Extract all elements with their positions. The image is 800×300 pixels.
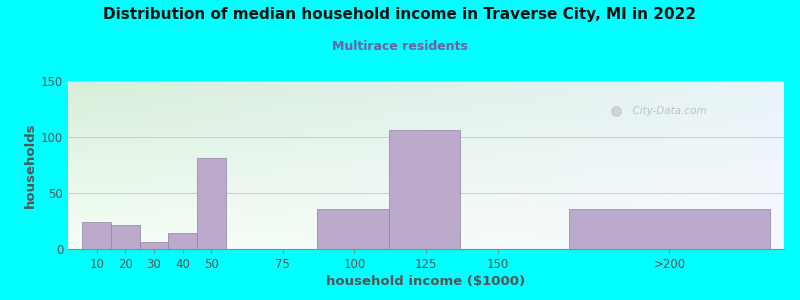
Bar	[168, 233, 197, 249]
Text: Multirace residents: Multirace residents	[332, 40, 468, 53]
Bar	[570, 209, 770, 249]
Y-axis label: households: households	[24, 122, 37, 208]
Bar	[317, 209, 389, 249]
X-axis label: household income ($1000): household income ($1000)	[326, 275, 526, 288]
Text: City-Data.com: City-Data.com	[626, 106, 707, 116]
Bar	[389, 130, 460, 249]
Bar	[197, 158, 226, 249]
Bar	[111, 226, 140, 249]
Text: Distribution of median household income in Traverse City, MI in 2022: Distribution of median household income …	[103, 8, 697, 22]
Bar	[82, 222, 111, 249]
Bar	[139, 242, 168, 249]
